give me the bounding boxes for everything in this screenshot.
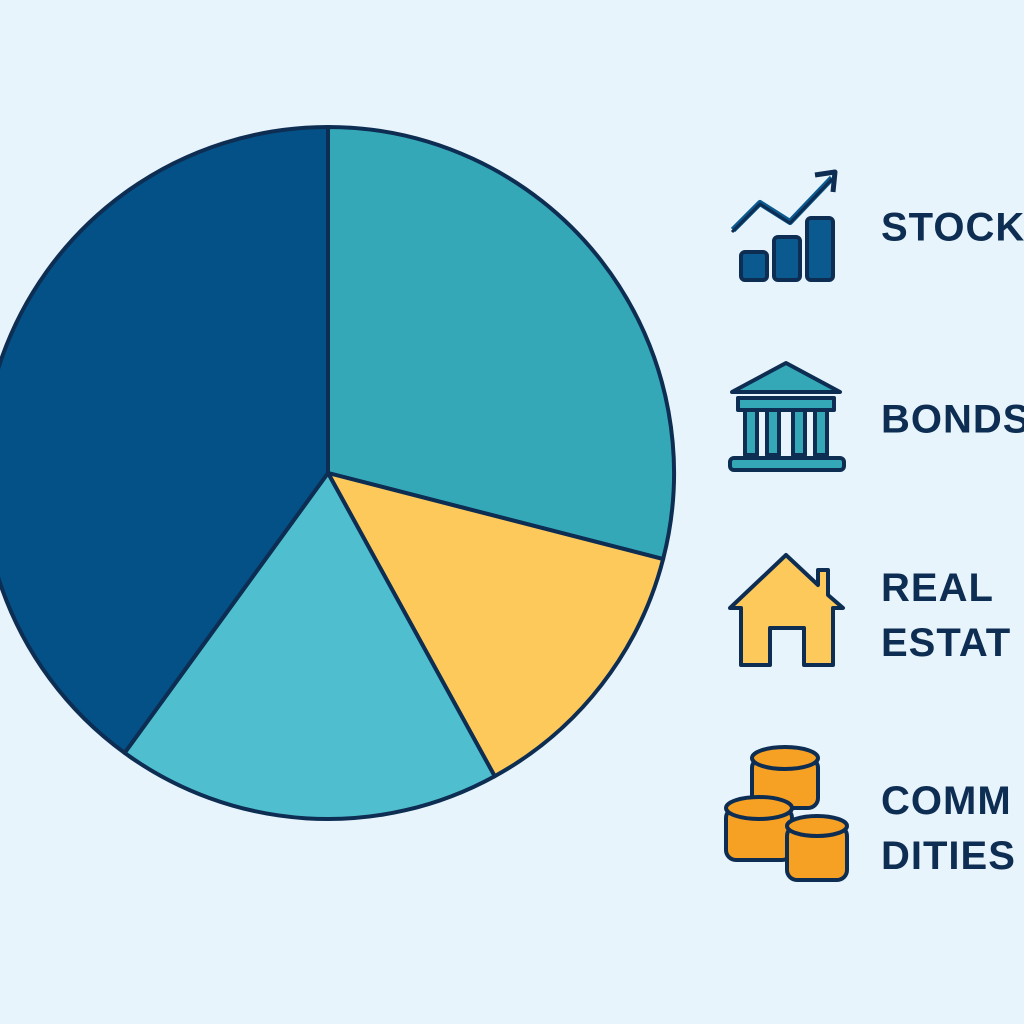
pie-slice bbox=[0, 125, 330, 755]
pie-slice bbox=[326, 125, 676, 562]
real-estate-icon bbox=[728, 553, 845, 667]
legend-label: STOCK bbox=[881, 206, 1024, 250]
commodities-icon bbox=[724, 745, 849, 882]
legend-label: REAL bbox=[881, 566, 994, 610]
legend-label: COMM bbox=[881, 779, 1012, 823]
stocks-icon bbox=[730, 169, 838, 282]
legend-label: ESTAT bbox=[881, 621, 1011, 665]
bonds-icon bbox=[728, 361, 846, 472]
legend-label: DITIES bbox=[881, 834, 1016, 878]
pie-slice bbox=[326, 471, 666, 779]
legend-label: BONDS bbox=[881, 398, 1024, 442]
pie bbox=[0, 125, 676, 821]
pie-slice bbox=[122, 471, 497, 821]
legend: STOCK BONDS REAL ESTAT COMM DITIES bbox=[881, 206, 1024, 879]
